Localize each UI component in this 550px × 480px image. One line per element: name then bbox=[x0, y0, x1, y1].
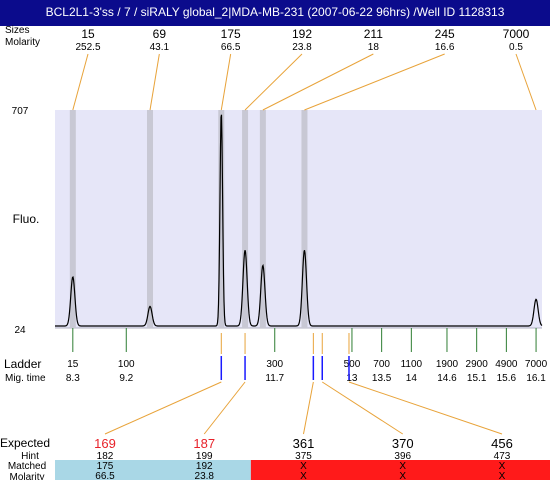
peak-size-label: 245 bbox=[435, 27, 455, 41]
marker-band bbox=[218, 110, 225, 328]
title-bar: BCL2L1-3'ss / 7 / siRALY global_2|MDA-MB… bbox=[0, 0, 550, 26]
hint-row-label: Hint bbox=[21, 451, 39, 462]
expected-size-label: 456 bbox=[491, 436, 513, 451]
y-tick-label-min: 24 bbox=[14, 325, 26, 336]
ladder-mig-time-label: 15.1 bbox=[467, 373, 487, 384]
ladder-size-label: 7000 bbox=[525, 359, 548, 370]
expected-row-label: Expected bbox=[0, 436, 50, 450]
expected-size-label: 187 bbox=[193, 436, 215, 451]
matched-value: 192 bbox=[196, 461, 213, 472]
expected-leader-lower bbox=[321, 381, 404, 435]
matched-value: X bbox=[399, 461, 406, 472]
matched-molarity-value: 66.5 bbox=[95, 471, 115, 480]
y-tick-label-max: 707 bbox=[12, 106, 29, 117]
hint-value: 182 bbox=[97, 451, 114, 462]
matched-molarity-value: X bbox=[300, 471, 307, 480]
peak-size-label: 192 bbox=[292, 27, 312, 41]
peak-size-label: 175 bbox=[221, 27, 241, 41]
ladder-size-label: 100 bbox=[118, 359, 135, 370]
peak-leader-line bbox=[304, 53, 445, 111]
ladder-size-label: 500 bbox=[344, 359, 361, 370]
ladder-mig-time-label: 13 bbox=[346, 373, 358, 384]
peak-leader-line bbox=[72, 53, 89, 111]
ladder-size-label: 1100 bbox=[401, 359, 423, 370]
expected-size-label: 370 bbox=[392, 436, 414, 451]
expected-layer: 16918217566.518719919223.8361375XX370396… bbox=[55, 333, 550, 480]
peak-molarity-label: 23.8 bbox=[292, 42, 312, 53]
ladder-mig-time-label: 8.3 bbox=[66, 373, 80, 384]
hint-value: 473 bbox=[494, 451, 511, 462]
expected-leader-lower bbox=[303, 381, 314, 435]
peak-molarity-label: 16.6 bbox=[435, 42, 455, 53]
ladder-size-label: 300 bbox=[266, 359, 283, 370]
ladder-size-label: 700 bbox=[373, 359, 390, 370]
peak-molarity-label: 252.5 bbox=[75, 42, 100, 53]
expected-size-label: 361 bbox=[293, 436, 315, 451]
ladder-size-label: 4900 bbox=[495, 359, 518, 370]
marker-band bbox=[69, 110, 76, 328]
sizes-row-label: Sizes bbox=[5, 25, 29, 36]
plot-layer bbox=[55, 110, 543, 329]
marker-band bbox=[242, 110, 249, 328]
peak-molarity-label: 18 bbox=[368, 42, 380, 53]
ladder-size-label: 2900 bbox=[466, 359, 489, 370]
ladder-mig-time-label: 15.6 bbox=[497, 373, 517, 384]
hint-value: 199 bbox=[196, 451, 213, 462]
molarity-bottom-row-label: Molarity bbox=[9, 472, 44, 480]
y-axis-label: Fluo. bbox=[13, 212, 40, 226]
peak-molarity-label: 0.5 bbox=[509, 42, 523, 53]
expected-leader-lower bbox=[348, 381, 503, 435]
peak-leader-line bbox=[262, 53, 374, 111]
molarity-row-label: Molarity bbox=[5, 37, 40, 48]
peak-molarity-label: 66.5 bbox=[221, 42, 241, 53]
ladder-mig-time-label: 11.7 bbox=[265, 373, 284, 384]
hint-value: 375 bbox=[295, 451, 312, 462]
peak-size-label: 211 bbox=[364, 27, 383, 41]
expected-size-label: 169 bbox=[94, 436, 116, 451]
ladder-mig-time-label: 13.5 bbox=[372, 373, 392, 384]
ladder-mig-time-label: 14.6 bbox=[437, 373, 457, 384]
ladder-row-label: Ladder bbox=[4, 357, 41, 371]
matched-molarity-value: X bbox=[499, 471, 506, 480]
peak-leader-line bbox=[244, 53, 303, 111]
peak-size-label: 15 bbox=[81, 27, 95, 41]
ladder-mig-time-label: 14 bbox=[406, 373, 418, 384]
ladder-size-label: 1900 bbox=[436, 359, 459, 370]
expected-leader-lower bbox=[104, 381, 222, 435]
chart-title: BCL2L1-3'ss / 7 / siRALY global_2|MDA-MB… bbox=[45, 5, 505, 19]
peak-molarity-label: 43.1 bbox=[150, 42, 170, 53]
peak-size-label: 69 bbox=[153, 27, 167, 41]
peak-leader-line bbox=[220, 53, 232, 111]
hint-value: 396 bbox=[394, 451, 411, 462]
matched-molarity-value: X bbox=[399, 471, 406, 480]
peak-leader-line bbox=[149, 53, 160, 111]
mig-time-row-label: Mig. time bbox=[5, 373, 46, 384]
peak-size-label: 7000 bbox=[503, 27, 530, 41]
unmatched-fill bbox=[250, 460, 550, 480]
ladder-size-label: 15 bbox=[67, 359, 79, 370]
peak-leader-line bbox=[515, 53, 537, 111]
matched-value: X bbox=[499, 461, 506, 472]
fluorescence-trace bbox=[55, 114, 543, 327]
marker-band bbox=[259, 110, 266, 328]
ladder-mig-time-label: 16.1 bbox=[526, 373, 546, 384]
marker-band bbox=[147, 110, 154, 328]
plot-area bbox=[55, 110, 542, 328]
marker-band bbox=[301, 110, 308, 328]
matched-row-label: Matched bbox=[8, 461, 46, 472]
ladder-layer: 15 8.3 100 9.2 300 11.7 500 13 700 13.5 1100 14 1900… bbox=[66, 328, 548, 384]
expected-leader-lower bbox=[203, 381, 246, 435]
matched-molarity-value: 23.8 bbox=[195, 471, 215, 480]
ladder-mig-time-label: 9.2 bbox=[119, 373, 133, 384]
matched-value: 175 bbox=[97, 461, 114, 472]
matched-value: X bbox=[300, 461, 307, 472]
matched-fill bbox=[55, 460, 251, 480]
